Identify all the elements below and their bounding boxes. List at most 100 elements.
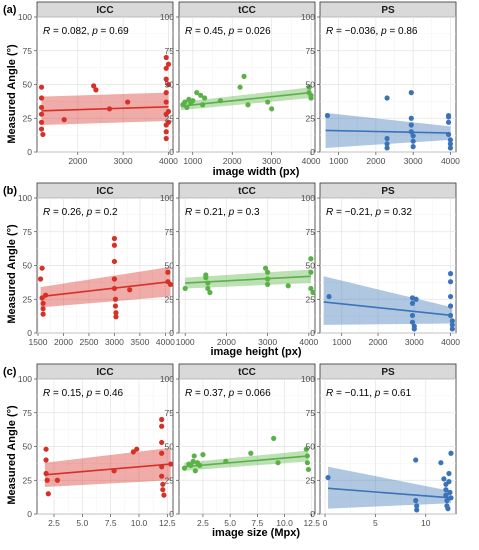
data-point-c-icc <box>43 457 49 463</box>
data-point-b-ps <box>449 326 455 332</box>
data-point-c-ps <box>445 506 451 512</box>
data-point-c-ps <box>438 460 444 466</box>
data-point-c-tcc <box>190 458 196 464</box>
data-point-c-tcc <box>191 453 197 459</box>
regression-line-a-tcc <box>180 91 312 107</box>
y-tick-label-c-tcc: 25 <box>165 475 175 485</box>
data-point-b-tcc <box>205 285 211 292</box>
data-point-c-icc <box>161 492 167 498</box>
data-point-a-tcc <box>241 73 247 79</box>
data-point-b-ps <box>447 279 454 285</box>
y-tick-label-c-icc: 0 <box>27 509 32 519</box>
x-tick-label-c-ps: 5 <box>373 518 378 528</box>
data-point-b-ps <box>447 303 454 309</box>
x-tick-label-b-tcc: 4000 <box>299 337 318 347</box>
y-tick-label-b-icc: 75 <box>23 227 33 237</box>
y-tick-label-c-ps: 25 <box>306 475 316 485</box>
x-tick-label-c-tcc: 5.0 <box>224 518 236 528</box>
data-point-b-tcc <box>308 269 314 275</box>
confidence-band-c-ps <box>328 466 451 509</box>
data-point-a-tcc <box>202 95 208 101</box>
data-point-c-ps <box>448 450 454 456</box>
row-tag-a: (a) <box>3 4 17 16</box>
y-tick-label-b-tcc: 25 <box>165 294 175 304</box>
x-tick-label-c-icc: 7.5 <box>105 518 117 528</box>
y-tick-label-c-icc: 50 <box>23 442 33 452</box>
y-tick-label-a-icc: 0 <box>27 147 32 157</box>
x-tick-label-b-icc: 1500 <box>29 337 48 347</box>
regression-line-b-tcc <box>185 275 311 284</box>
data-point-b-ps <box>447 271 454 277</box>
data-point-b-icc <box>40 300 46 306</box>
x-tick-label-a-ps: 4000 <box>441 156 460 166</box>
data-point-b-tcc <box>207 289 213 296</box>
x-tick-label-a-ps: 2000 <box>366 156 385 166</box>
data-point-a-ps <box>408 115 414 121</box>
y-tick-label-a-tcc: 50 <box>165 80 175 90</box>
x-tick-label-b-ps: 4000 <box>441 337 460 347</box>
x-tick-label-c-ps: 0 <box>323 518 328 528</box>
y-tick-label-a-ps: 0 <box>310 147 315 157</box>
regression-line-c-icc <box>44 463 171 476</box>
y-tick-label-b-icc: 50 <box>23 261 33 271</box>
data-point-a-ps <box>447 137 454 143</box>
data-point-a-icc <box>165 81 172 88</box>
data-point-b-ps <box>449 322 455 328</box>
facet-label-a-tcc: tCC <box>238 5 256 16</box>
y-tick-label-a-tcc: 0 <box>169 147 174 157</box>
row-tag-c: (c) <box>3 366 17 378</box>
data-point-a-icc <box>91 83 97 89</box>
y-tick-label-b-tcc: 50 <box>165 261 175 271</box>
data-point-b-icc <box>111 258 118 265</box>
data-point-c-ps <box>413 497 419 504</box>
data-point-a-icc <box>38 111 45 117</box>
stat-annotation-b-ps: R = −0.21, p = 0.32 <box>326 207 412 218</box>
data-point-b-icc <box>111 276 118 282</box>
x-axis-title-row-b: image height (px) <box>210 346 301 358</box>
data-point-a-ps <box>384 135 390 142</box>
y-tick-label-a-tcc: 25 <box>165 113 175 123</box>
data-point-c-icc <box>54 477 61 483</box>
x-tick-label-b-icc: 3000 <box>105 337 124 347</box>
data-point-b-icc <box>111 235 118 242</box>
data-point-a-icc <box>61 117 67 123</box>
y-tick-label-a-ps: 50 <box>306 80 316 90</box>
data-point-c-ps <box>441 476 447 482</box>
x-tick-label-b-icc: 4000 <box>156 337 175 347</box>
x-tick-label-a-tcc: 2000 <box>223 156 242 166</box>
facet-panel-c-tcc: tCC 0 25 50 75 100 2.5 5.0 7.5 10.0 12.5 R = 0.37, … <box>160 363 320 528</box>
data-point-c-ps <box>443 487 449 493</box>
y-tick-label-a-tcc: 75 <box>165 46 175 56</box>
data-point-b-icc <box>113 310 119 316</box>
facet-label-b-tcc: tCC <box>238 186 256 197</box>
data-point-c-ps <box>447 489 453 495</box>
data-point-a-ps <box>384 141 390 147</box>
data-point-a-ps <box>384 95 390 101</box>
y-tick-label-a-icc: 50 <box>23 80 33 90</box>
data-point-a-icc <box>163 99 169 105</box>
y-tick-label-a-icc: 100 <box>18 12 32 22</box>
data-point-b-ps <box>411 326 417 332</box>
data-point-c-tcc <box>303 446 309 452</box>
data-point-b-ps <box>409 319 416 325</box>
data-point-a-icc <box>163 76 169 82</box>
data-point-b-icc <box>40 311 46 317</box>
data-point-a-ps <box>447 141 454 147</box>
row-tag-b: (b) <box>3 185 17 197</box>
regression-line-b-icc <box>40 280 171 298</box>
data-point-a-icc <box>38 84 45 90</box>
data-point-c-ps <box>414 507 420 513</box>
facet-panel-b-ps: PS 0 25 50 75 100 1000 2000 3000 4000 R = −0.21, p… <box>301 182 460 347</box>
y-tick-label-b-ps: 25 <box>306 294 316 304</box>
data-point-c-icc <box>159 416 165 423</box>
y-tick-label-a-icc: 75 <box>23 46 33 56</box>
data-point-c-icc <box>159 439 165 446</box>
y-tick-label-b-tcc: 75 <box>165 227 175 237</box>
data-point-a-tcc <box>245 102 251 108</box>
data-point-a-icc <box>40 131 46 138</box>
stat-annotation-c-icc: R = 0.15, p = 0.46 <box>43 388 124 399</box>
data-point-b-tcc <box>203 275 209 281</box>
data-point-a-ps <box>384 145 390 151</box>
y-tick-label-c-icc: 100 <box>18 374 32 384</box>
